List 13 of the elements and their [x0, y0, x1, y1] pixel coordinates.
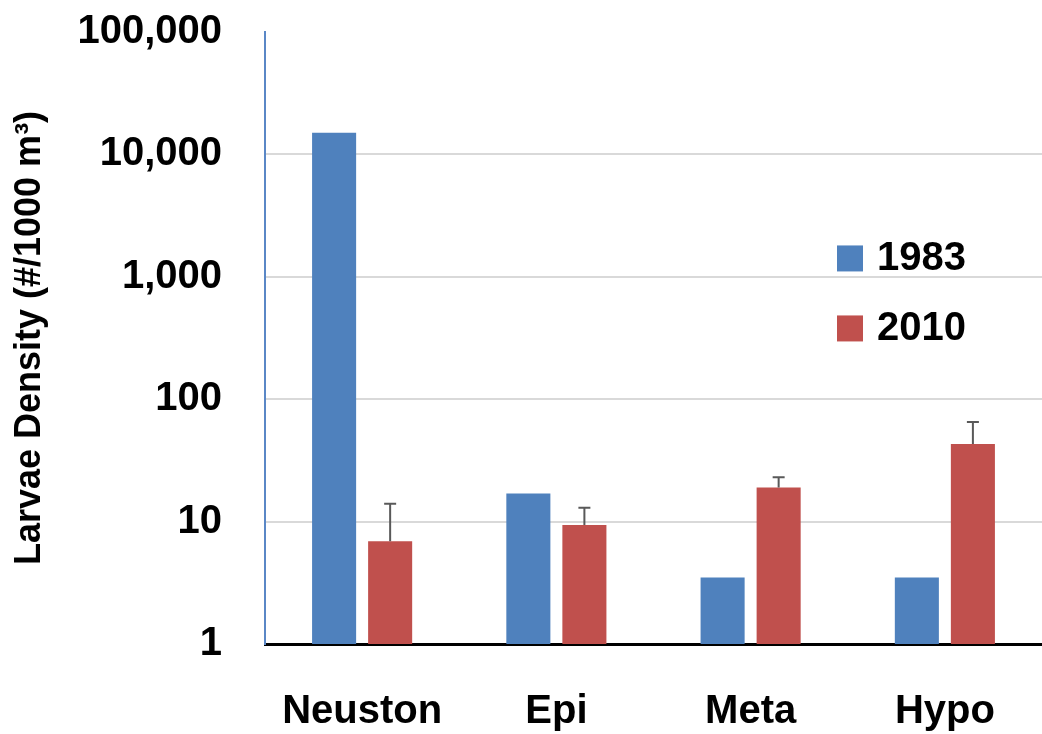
- y-tick-label: 10,000: [99, 129, 222, 174]
- legend-label: 2010: [877, 304, 966, 349]
- legend-label: 1983: [877, 234, 966, 279]
- x-tick-label: Neuston: [282, 687, 443, 732]
- y-tick-label: 1,000: [121, 251, 222, 296]
- y-tick-label: 1: [199, 619, 222, 664]
- y-tick-label: 100: [155, 374, 222, 419]
- y-tick-label: 10: [177, 496, 222, 541]
- x-tick-label: Meta: [705, 687, 797, 732]
- x-tick-label: Hypo: [894, 687, 995, 732]
- y-axis-title: Larvae Density (#/1000 m³): [6, 110, 48, 566]
- x-tick-label: Epi: [525, 687, 588, 732]
- y-tick-label: 100,000: [77, 7, 222, 52]
